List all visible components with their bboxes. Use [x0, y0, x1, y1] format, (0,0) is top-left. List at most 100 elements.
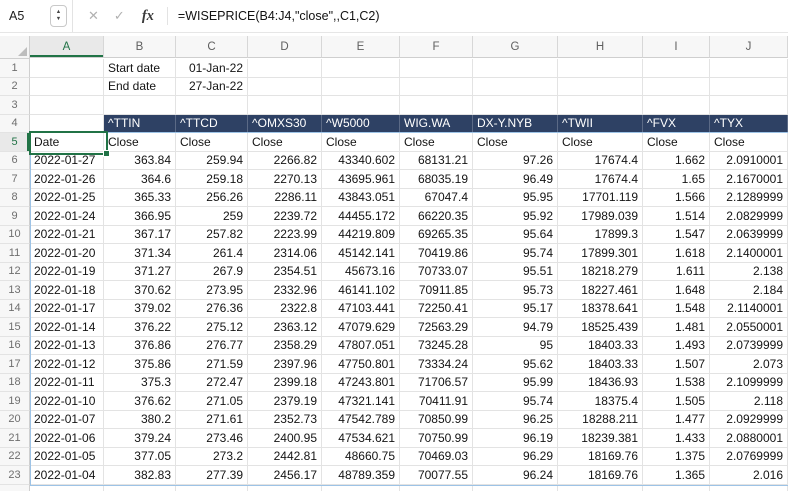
cell-F12[interactable]: 70733.07 [400, 262, 473, 281]
cell-H20[interactable]: 18288.211 [558, 410, 643, 429]
cell-B22[interactable]: 377.05 [104, 447, 176, 466]
cell-G7[interactable]: 96.49 [473, 170, 558, 189]
cell-C3[interactable] [176, 96, 248, 115]
cell-I7[interactable]: 1.65 [643, 170, 710, 189]
cell-I8[interactable]: 1.566 [643, 188, 710, 207]
cell-H9[interactable]: 17989.039 [558, 207, 643, 226]
cell-H14[interactable]: 18378.641 [558, 299, 643, 318]
row-header-22[interactable]: 22 [0, 447, 30, 466]
column-header-A[interactable]: A [30, 36, 104, 58]
cell-C20[interactable]: 271.61 [176, 410, 248, 429]
cell-H18[interactable]: 18436.93 [558, 373, 643, 392]
cell-A10[interactable]: 2022-01-21 [30, 225, 104, 244]
cell-D7[interactable]: 2270.13 [248, 170, 322, 189]
cell-I19[interactable]: 1.505 [643, 392, 710, 411]
row-header-17[interactable]: 17 [0, 355, 30, 374]
cell-G8[interactable]: 95.95 [473, 188, 558, 207]
cell-A4[interactable] [30, 114, 104, 133]
column-header-B[interactable]: B [104, 36, 176, 58]
cell-B16[interactable]: 376.86 [104, 336, 176, 355]
cell-A17[interactable]: 2022-01-12 [30, 355, 104, 374]
cell-F10[interactable]: 69265.35 [400, 225, 473, 244]
cell-C19[interactable]: 271.05 [176, 392, 248, 411]
cell-D8[interactable]: 2286.11 [248, 188, 322, 207]
row-header-20[interactable]: 20 [0, 410, 30, 429]
cell-B1[interactable]: Start date [104, 59, 176, 78]
cell-B6[interactable]: 363.84 [104, 151, 176, 170]
cell-A8[interactable]: 2022-01-25 [30, 188, 104, 207]
cell-E6[interactable]: 43340.602 [322, 151, 400, 170]
cell-J3[interactable] [710, 96, 788, 115]
cell-G22[interactable]: 96.29 [473, 447, 558, 466]
cell-F22[interactable]: 70469.03 [400, 447, 473, 466]
cell-J7[interactable]: 2.1670001 [710, 170, 788, 189]
cell-I20[interactable]: 1.477 [643, 410, 710, 429]
row-header-14[interactable]: 14 [0, 299, 30, 318]
row-header-4[interactable]: 4 [0, 114, 30, 133]
cell-I2[interactable] [643, 77, 710, 96]
column-header-F[interactable]: F [400, 36, 473, 58]
cell-H24[interactable] [558, 484, 643, 491]
cell-F2[interactable] [400, 77, 473, 96]
row-header-6[interactable]: 6 [0, 151, 30, 170]
cell-G2[interactable] [473, 77, 558, 96]
cell-J16[interactable]: 2.0739999 [710, 336, 788, 355]
cell-C22[interactable]: 273.2 [176, 447, 248, 466]
cell-B21[interactable]: 379.24 [104, 429, 176, 448]
cell-I3[interactable] [643, 96, 710, 115]
cell-B17[interactable]: 375.86 [104, 355, 176, 374]
column-header-I[interactable]: I [643, 36, 710, 58]
row-header-19[interactable]: 19 [0, 392, 30, 411]
cell-I11[interactable]: 1.618 [643, 244, 710, 263]
cell-G4[interactable]: DX-Y.NYB [473, 114, 558, 133]
cell-J21[interactable]: 2.0880001 [710, 429, 788, 448]
cell-G21[interactable]: 96.19 [473, 429, 558, 448]
cell-F23[interactable]: 70077.55 [400, 466, 473, 485]
cell-D18[interactable]: 2399.18 [248, 373, 322, 392]
cell-I18[interactable]: 1.538 [643, 373, 710, 392]
cell-B20[interactable]: 380.2 [104, 410, 176, 429]
formula-input[interactable]: =WISEPRICE(B4:J4,"close",,C1,C2) [177, 9, 380, 23]
cell-F1[interactable] [400, 59, 473, 78]
cell-G15[interactable]: 94.79 [473, 318, 558, 337]
cell-J17[interactable]: 2.073 [710, 355, 788, 374]
cell-I1[interactable] [643, 59, 710, 78]
cell-C24[interactable] [176, 484, 248, 491]
cell-J14[interactable]: 2.1140001 [710, 299, 788, 318]
cell-B15[interactable]: 376.22 [104, 318, 176, 337]
cell-C21[interactable]: 273.46 [176, 429, 248, 448]
cell-A24[interactable] [30, 484, 104, 491]
cell-H21[interactable]: 18239.381 [558, 429, 643, 448]
row-header-11[interactable]: 11 [0, 244, 30, 263]
row-header-3[interactable]: 3 [0, 96, 30, 115]
cell-I6[interactable]: 1.662 [643, 151, 710, 170]
cell-A12[interactable]: 2022-01-19 [30, 262, 104, 281]
cell-H17[interactable]: 18403.33 [558, 355, 643, 374]
cell-G18[interactable]: 95.99 [473, 373, 558, 392]
cell-J13[interactable]: 2.184 [710, 281, 788, 300]
cell-H10[interactable]: 17899.3 [558, 225, 643, 244]
cell-J15[interactable]: 2.0550001 [710, 318, 788, 337]
cell-H19[interactable]: 18375.4 [558, 392, 643, 411]
cell-H5[interactable]: Close [558, 133, 643, 152]
insert-function-icon[interactable]: fx [141, 7, 154, 24]
row-header-1[interactable]: 1 [0, 59, 30, 78]
cell-C14[interactable]: 276.36 [176, 299, 248, 318]
cell-B5[interactable]: Close [104, 133, 176, 152]
column-header-H[interactable]: H [558, 36, 643, 58]
cell-E13[interactable]: 46141.102 [322, 281, 400, 300]
cell-E17[interactable]: 47750.801 [322, 355, 400, 374]
cell-E9[interactable]: 44455.172 [322, 207, 400, 226]
cell-C8[interactable]: 256.26 [176, 188, 248, 207]
cell-E19[interactable]: 47321.141 [322, 392, 400, 411]
cell-G10[interactable]: 95.64 [473, 225, 558, 244]
cell-J24[interactable] [710, 484, 788, 491]
cell-C13[interactable]: 273.95 [176, 281, 248, 300]
cell-F17[interactable]: 73334.24 [400, 355, 473, 374]
confirm-icon[interactable]: ✓ [113, 8, 125, 23]
cell-F4[interactable]: WIG.WA [400, 114, 473, 133]
row-header-2[interactable]: 2 [0, 77, 30, 96]
cell-G12[interactable]: 95.51 [473, 262, 558, 281]
row-header-18[interactable]: 18 [0, 373, 30, 392]
cell-J23[interactable]: 2.016 [710, 466, 788, 485]
